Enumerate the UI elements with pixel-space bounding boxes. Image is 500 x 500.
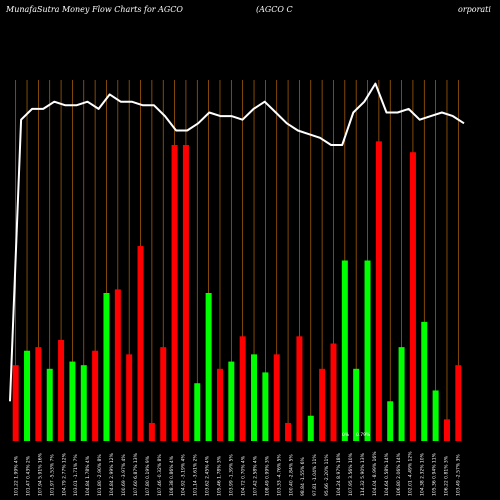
- money-flow-bar: [35, 347, 42, 441]
- x-tick-label: 107.80 0.19% 9%: [145, 455, 151, 496]
- chart-header: MunafaSutra Money Flow Charts for AGCO (…: [5, 5, 491, 14]
- annotation-text: 0.79%: [356, 432, 371, 438]
- money-flow-bar: [330, 343, 337, 441]
- x-tick-label: 102.01 -4.49% 12%: [408, 451, 414, 496]
- x-tick-labels: 101.22 1.99% 4% 101.47 0.43% 2% 107.94 5.9…: [14, 451, 462, 496]
- x-tick-label: 104.84 2.99% 12%: [109, 452, 115, 496]
- x-tick-label: 108.38 0.86% 4%: [169, 455, 175, 496]
- x-tick-label: 107.95 3.56% 10%: [348, 452, 354, 496]
- money-flow-bar: [239, 336, 246, 441]
- money-flow-bar: [12, 365, 19, 441]
- x-tick-label: 104.24 8.97% 18%: [336, 452, 342, 496]
- x-tick-label: 104.84 1.78% 4%: [85, 455, 91, 496]
- x-tick-label: 107.60 6.87% 13%: [133, 452, 139, 496]
- x-tick-label: 106.80 2.06% 14%: [396, 452, 402, 496]
- money-flow-bar: [364, 260, 371, 441]
- money-flow-bar: [421, 321, 428, 441]
- money-flow-bar: [251, 354, 258, 441]
- x-tick-label: 106.22 0.81% 3%: [444, 455, 450, 496]
- money-flow-bar: [387, 401, 394, 441]
- x-tick-label: 100.69 -3.97% 4%: [121, 454, 127, 496]
- x-tick-label: 101.80 -2.90% 8%: [97, 454, 103, 496]
- money-flow-bar: [58, 339, 65, 441]
- money-flow-bar: [126, 354, 133, 441]
- x-tick-label: 103.01 -1.71% 7%: [73, 454, 79, 496]
- flow-bars: [12, 141, 462, 442]
- money-flow-bar: [103, 292, 110, 441]
- money-flow-bar: [228, 361, 235, 441]
- x-tick-label: 104.72 0.70% 4%: [241, 455, 247, 496]
- x-tick-label: 107.42 2.58% 4%: [252, 455, 258, 496]
- money-flow-bar: [216, 368, 223, 441]
- x-tick-label: 103.49 -2.57% 3%: [456, 454, 462, 496]
- money-flow-bar: [114, 289, 121, 441]
- x-tick-label: 103.33 -4.76% 5%: [276, 454, 282, 496]
- x-tick-label: 104.64 0.58% 14%: [384, 452, 390, 496]
- money-flow-bar: [182, 144, 189, 442]
- money-flow-bar: [171, 144, 178, 442]
- money-flow-bar: [137, 246, 144, 441]
- money-flow-bar: [319, 368, 326, 441]
- x-tick-label: 104.79 2.77% 12%: [61, 452, 67, 496]
- money-flow-bar: [285, 422, 292, 441]
- money-flow-bar: [80, 365, 87, 441]
- x-tick-label: 105.36 0.94% 11%: [432, 452, 438, 496]
- money-flow-bar: [353, 368, 360, 441]
- x-tick-label: 104.92 -3.19% 4%: [181, 454, 187, 496]
- money-flow-bar: [92, 350, 99, 441]
- money-flow-bar: [194, 383, 201, 441]
- x-tick-label: 103.62 2.45% 4%: [205, 455, 211, 496]
- x-tick-label: 104.04 -8.99% 16%: [372, 451, 378, 496]
- money-flow-bar: [148, 422, 155, 441]
- money-flow-bar: [307, 415, 314, 441]
- money-flow-bar: [409, 152, 416, 441]
- money-flow-bar: [443, 419, 450, 441]
- x-tick-label: 101.47 0.43% 2%: [25, 455, 31, 496]
- chart-title-company-cont: orporati: [458, 5, 491, 14]
- annotation-text: 0%: [342, 432, 350, 438]
- x-tick-label: 108.49 0.99% 3%: [264, 455, 270, 496]
- money-flow-bar: [24, 350, 31, 441]
- x-tick-label: 101.14 -3.61% 2%: [193, 454, 199, 496]
- money-flow-bar: [341, 260, 348, 441]
- money-flow-bar: [455, 365, 462, 441]
- price-line: [9, 82, 465, 402]
- money-flow-bar: [205, 292, 212, 441]
- x-tick-label: 105.46 1.78% 3%: [217, 455, 223, 496]
- x-tick-label: 103.99 -1.39% 5%: [229, 454, 235, 496]
- money-flow-bar: [296, 336, 303, 441]
- annotations: 0% 0.79%: [342, 432, 371, 438]
- money-flow-bar: [69, 361, 76, 441]
- money-flow-bar: [262, 372, 269, 441]
- x-tick-label: 98.84 -1.55% 6%: [300, 456, 306, 496]
- x-tick-label: 104.38 2.32% 10%: [420, 452, 426, 496]
- x-tick-label: 107.46 -0.32% 8%: [157, 454, 163, 496]
- chart-title-company: (AGCO C: [256, 5, 293, 14]
- chart-title: MunafaSutra Money Flow Charts for AGCO: [5, 5, 183, 14]
- money-flow-bar: [46, 368, 53, 441]
- x-tick-label: 101.22 1.99% 4%: [14, 455, 20, 496]
- x-tick-label: 114.32 5.90% 13%: [360, 452, 366, 496]
- money-flow-bar: [398, 347, 405, 441]
- x-tick-label: 95.66 -2.20% 11%: [324, 454, 330, 496]
- money-flow-bar: [432, 390, 439, 441]
- x-tick-label: 97.81 -1.04% 11%: [312, 454, 318, 496]
- money-flow-bar: [375, 141, 382, 441]
- x-tick-label: 107.94 5.91% 16%: [37, 452, 43, 496]
- x-tick-label: 101.97 -5.53% 7%: [49, 454, 55, 496]
- money-flow-bar: [273, 354, 280, 441]
- money-flow-bar: [160, 347, 167, 441]
- price-line-layer: [9, 82, 465, 402]
- x-tick-label: 100.40 -2.84% 5%: [288, 454, 294, 496]
